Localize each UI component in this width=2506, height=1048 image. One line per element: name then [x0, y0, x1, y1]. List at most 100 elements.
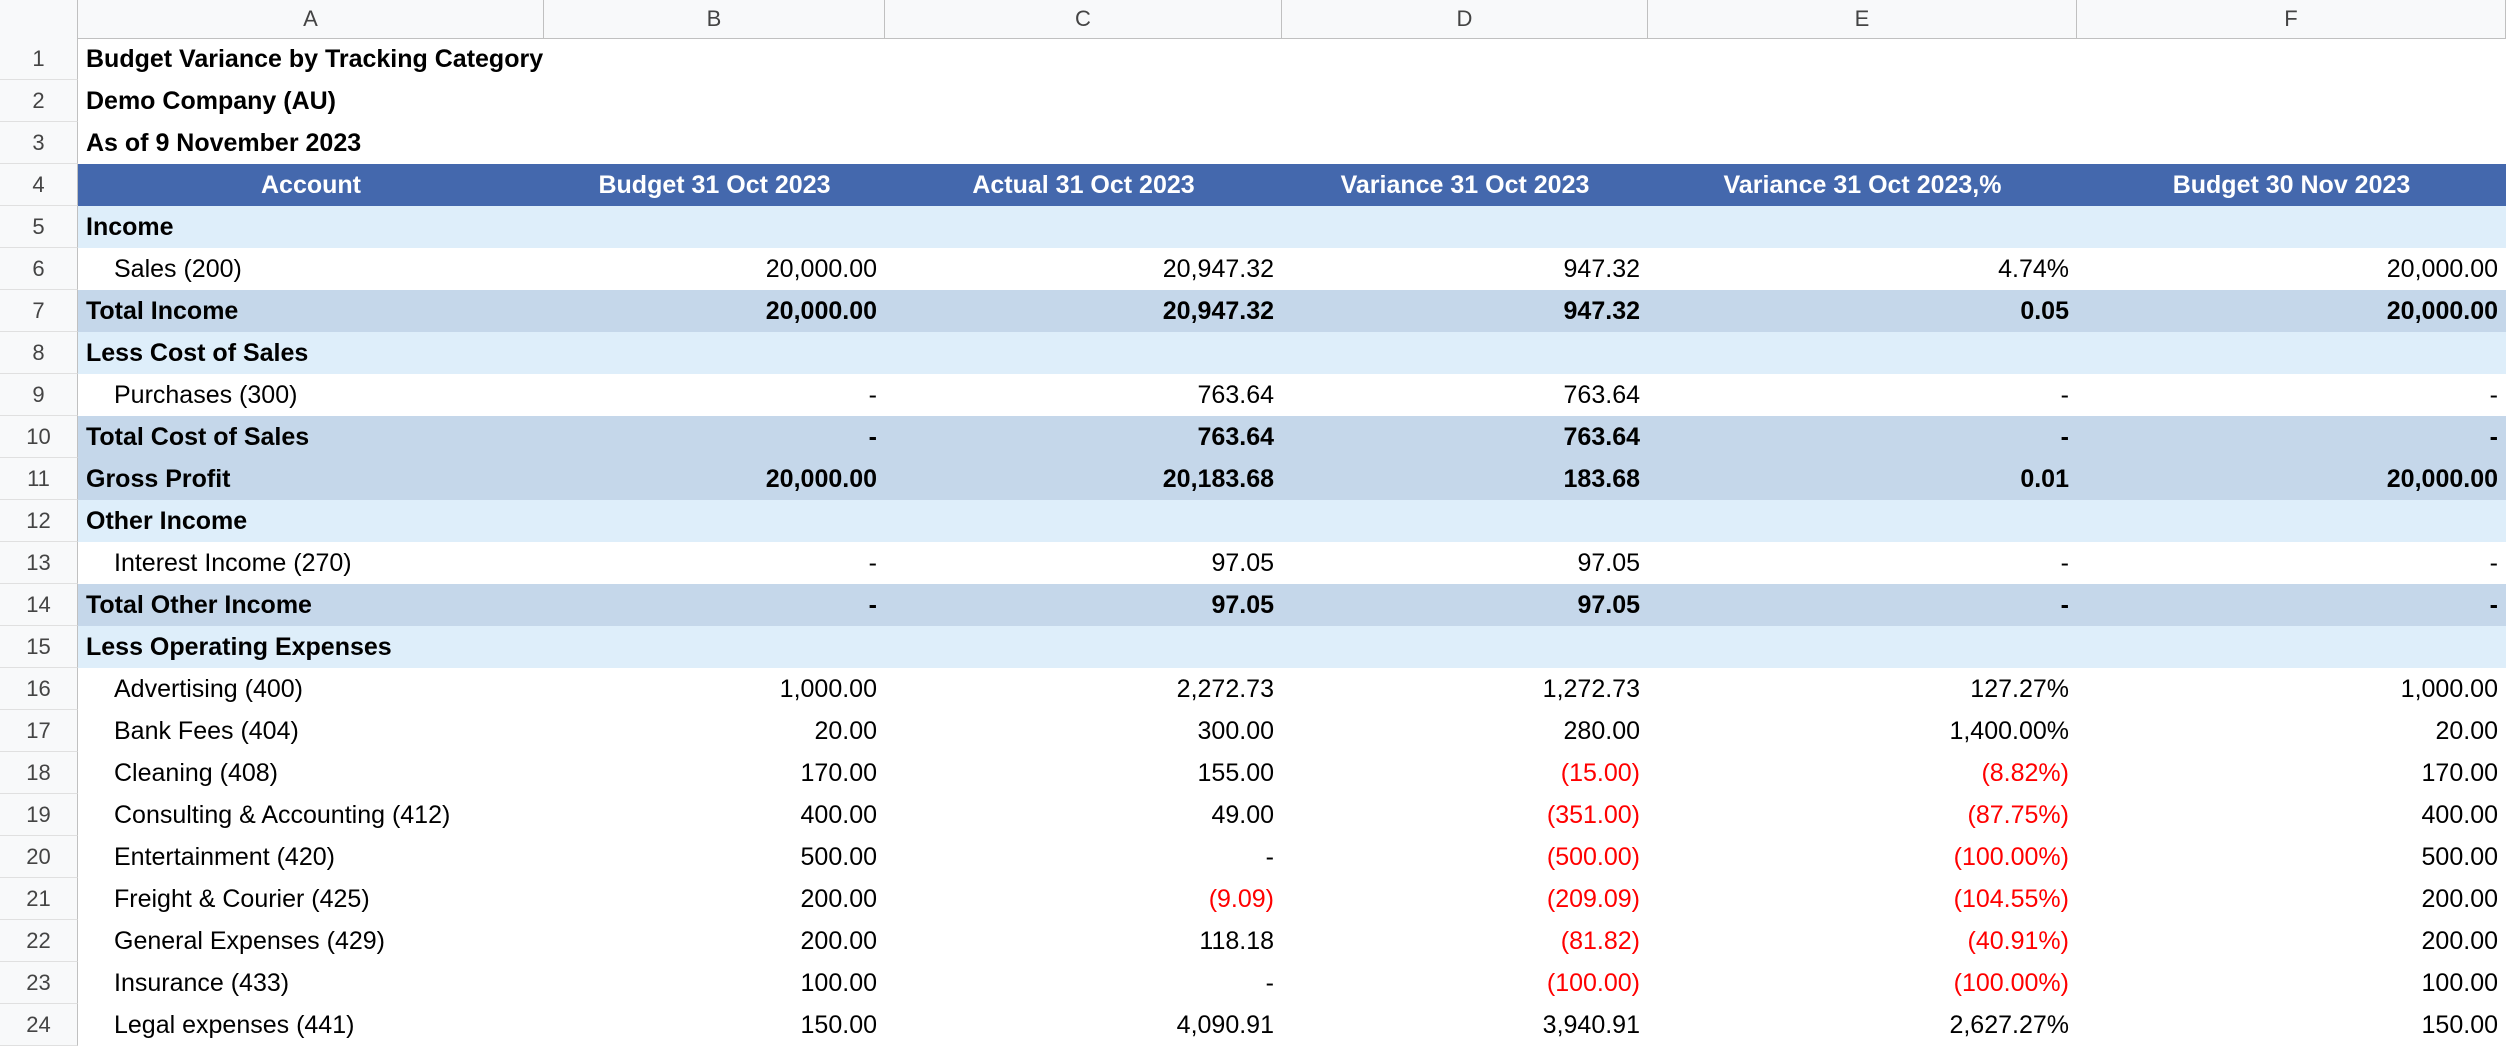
- cell-actual-oct[interactable]: 2,272.73: [1176, 675, 1274, 703]
- row-header[interactable]: 10: [0, 416, 78, 458]
- report-title[interactable]: Budget Variance by Tracking Category: [86, 45, 544, 73]
- cell-actual-oct[interactable]: -: [1265, 843, 1274, 871]
- cell-variance-oct[interactable]: (15.00): [1560, 759, 1640, 787]
- column-header-d[interactable]: D: [1282, 0, 1648, 38]
- cell-variance-oct[interactable]: (351.00): [1546, 801, 1640, 829]
- cell-budget-nov[interactable]: 500.00: [2421, 843, 2498, 871]
- cell-account[interactable]: Total Income: [86, 297, 239, 325]
- cell-variance-pct-oct[interactable]: 1,400.00%: [1949, 717, 2069, 745]
- cell-actual-oct[interactable]: [885, 500, 1282, 542]
- row-header[interactable]: 17: [0, 710, 78, 752]
- cell-variance-oct[interactable]: 1,272.73: [1542, 675, 1640, 703]
- cell-budget-oct[interactable]: -: [868, 423, 877, 451]
- cell-account[interactable]: Purchases (300): [114, 381, 298, 409]
- cell-account[interactable]: Gross Profit: [86, 465, 231, 493]
- header-account[interactable]: Account: [261, 171, 361, 199]
- cell-account[interactable]: Total Cost of Sales: [86, 423, 310, 451]
- cell-budget-oct[interactable]: 20,000.00: [765, 297, 877, 325]
- cell-budget-nov[interactable]: 170.00: [2421, 759, 2498, 787]
- row-header[interactable]: 16: [0, 668, 78, 710]
- cell-variance-pct-oct[interactable]: (100.00%): [1953, 969, 2069, 997]
- cell-actual-oct[interactable]: 300.00: [1197, 717, 1274, 745]
- cell-variance-pct-oct[interactable]: -: [2060, 591, 2069, 619]
- row-header[interactable]: 21: [0, 878, 78, 920]
- cell-budget-oct[interactable]: [544, 206, 885, 248]
- cell-budget-oct[interactable]: 150.00: [800, 1011, 877, 1039]
- cell-budget-nov[interactable]: 100.00: [2421, 969, 2498, 997]
- company-name[interactable]: Demo Company (AU): [86, 87, 337, 115]
- cell-variance-pct-oct[interactable]: (8.82%): [1981, 759, 2069, 787]
- cell-actual-oct[interactable]: 155.00: [1197, 759, 1274, 787]
- cell-variance-oct[interactable]: (100.00): [1546, 969, 1640, 997]
- cell-account[interactable]: Advertising (400): [114, 675, 303, 703]
- column-header-c[interactable]: C: [885, 0, 1282, 38]
- cell-budget-nov[interactable]: 20.00: [2435, 717, 2498, 745]
- cell-budget-oct[interactable]: 1,000.00: [779, 675, 877, 703]
- cell-variance-oct[interactable]: (81.82): [1560, 927, 1640, 955]
- cell-account[interactable]: Sales (200): [114, 255, 242, 283]
- cell-variance-pct-oct[interactable]: 127.27%: [1970, 675, 2069, 703]
- cell-actual-oct[interactable]: 4,090.91: [1176, 1011, 1274, 1039]
- row-header[interactable]: 3: [0, 122, 78, 164]
- cell-variance-pct-oct[interactable]: -: [2060, 423, 2069, 451]
- cell-budget-oct[interactable]: 200.00: [800, 885, 877, 913]
- select-all-corner[interactable]: [0, 0, 78, 38]
- cell-account[interactable]: Interest Income (270): [114, 549, 352, 577]
- cell-account[interactable]: Total Other Income: [86, 591, 312, 619]
- cell-account[interactable]: Consulting & Accounting (412): [114, 801, 451, 829]
- cell-budget-oct[interactable]: [544, 626, 885, 668]
- as-of-date[interactable]: As of 9 November 2023: [86, 129, 362, 157]
- row-header[interactable]: 11: [0, 458, 78, 500]
- cell-budget-oct[interactable]: 20.00: [814, 717, 877, 745]
- cell-variance-pct-oct[interactable]: 0.05: [2020, 297, 2069, 325]
- cell-budget-nov[interactable]: -: [2489, 549, 2498, 577]
- cell-variance-pct-oct[interactable]: (100.00%): [1953, 843, 2069, 871]
- row-header[interactable]: 7: [0, 290, 78, 332]
- cell-variance-pct-oct[interactable]: -: [2060, 381, 2069, 409]
- column-header-b[interactable]: B: [544, 0, 885, 38]
- cell-budget-nov[interactable]: [2077, 500, 2506, 542]
- column-header-a[interactable]: A: [78, 0, 544, 38]
- cell-variance-pct-oct[interactable]: [1648, 626, 2077, 668]
- cell-account[interactable]: Insurance (433): [114, 969, 290, 997]
- cell-variance-pct-oct[interactable]: 2,627.27%: [1949, 1011, 2069, 1039]
- cell-budget-oct[interactable]: 500.00: [800, 843, 877, 871]
- row-header[interactable]: 2: [0, 80, 78, 122]
- cell-variance-oct[interactable]: 763.64: [1563, 381, 1640, 409]
- cell-actual-oct[interactable]: 20,183.68: [1162, 465, 1274, 493]
- row-header[interactable]: 6: [0, 248, 78, 290]
- cell-actual-oct[interactable]: 97.05: [1211, 549, 1274, 577]
- cell-budget-oct[interactable]: -: [868, 549, 877, 577]
- cell-variance-pct-oct[interactable]: -: [2060, 549, 2069, 577]
- cell-variance-oct[interactable]: 3,940.91: [1542, 1011, 1640, 1039]
- header-actual-oct[interactable]: Actual 31 Oct 2023: [972, 171, 1195, 199]
- header-budget-nov[interactable]: Budget 30 Nov 2023: [2172, 171, 2411, 199]
- header-budget-oct[interactable]: Budget 31 Oct 2023: [598, 171, 831, 199]
- cell-account[interactable]: Cleaning (408): [114, 759, 278, 787]
- cell-budget-nov[interactable]: [2077, 626, 2506, 668]
- cell-budget-oct[interactable]: 170.00: [800, 759, 877, 787]
- cell-variance-pct-oct[interactable]: (87.75%): [1967, 801, 2069, 829]
- cell-budget-oct[interactable]: [544, 500, 885, 542]
- cell-account[interactable]: Legal expenses (441): [114, 1011, 355, 1039]
- cell-budget-oct[interactable]: 400.00: [800, 801, 877, 829]
- cell-actual-oct[interactable]: 763.64: [1197, 381, 1274, 409]
- cell-budget-nov[interactable]: 20,000.00: [2386, 255, 2498, 283]
- cell-budget-nov[interactable]: 200.00: [2421, 885, 2498, 913]
- cell-variance-oct[interactable]: 280.00: [1563, 717, 1640, 745]
- cell-budget-oct[interactable]: -: [868, 591, 877, 619]
- cell-budget-nov[interactable]: [2077, 332, 2506, 374]
- cell-actual-oct[interactable]: 118.18: [1199, 927, 1274, 955]
- cell-account[interactable]: Less Cost of Sales: [86, 339, 309, 367]
- header-variance-pct-oct[interactable]: Variance 31 Oct 2023,%: [1723, 171, 2002, 199]
- cell-budget-nov[interactable]: -: [2489, 381, 2498, 409]
- cell-variance-oct[interactable]: (209.09): [1546, 885, 1640, 913]
- column-header-e[interactable]: E: [1648, 0, 2077, 38]
- cell-budget-nov[interactable]: 400.00: [2421, 801, 2498, 829]
- cell-variance-oct[interactable]: [1282, 206, 1648, 248]
- row-header[interactable]: 23: [0, 962, 78, 1004]
- cell-budget-oct[interactable]: 20,000.00: [765, 255, 877, 283]
- cell-variance-oct[interactable]: 947.32: [1563, 255, 1640, 283]
- cell-actual-oct[interactable]: (9.09): [1208, 885, 1274, 913]
- cell-budget-nov[interactable]: -: [2489, 423, 2498, 451]
